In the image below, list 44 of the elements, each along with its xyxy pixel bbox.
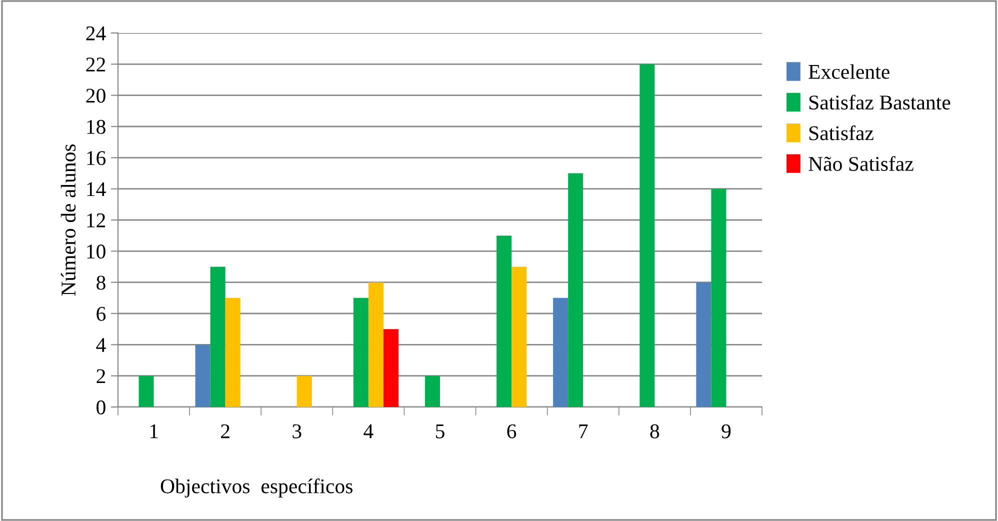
bar [640,64,655,407]
y-tick-label: 20 [86,88,106,103]
x-tick-label: 2 [221,424,230,438]
bar [711,188,726,407]
legend-label: Não Satisfaz [808,156,914,171]
legend-label: Satisfaz [809,125,874,140]
bar [512,266,527,407]
x-tick-label: 7 [579,424,588,438]
bar [424,376,440,407]
bar [553,298,568,407]
y-tick-label: 16 [87,151,106,166]
y-tick-label: 2 [96,369,106,384]
x-axis-title: Objectivos específicos [160,478,352,498]
y-tick-label: 12 [87,213,106,228]
x-tick-label: 1 [150,424,158,438]
y-tick-label: 14 [87,182,106,196]
y-tick-label: 18 [87,120,106,134]
y-tick-label: 4 [96,338,106,352]
bar [225,298,240,407]
bar [568,173,584,407]
bar [496,236,512,407]
x-tick-label: 8 [650,424,660,438]
y-tick-label: 10 [87,244,106,259]
bar [353,298,368,407]
y-tick-label: 24 [86,26,106,40]
y-tick-label: 8 [96,276,106,290]
x-tick-label: 9 [722,424,731,438]
legend-label: Satisfaz Bastante [809,94,950,110]
bar [696,282,712,407]
y-tick-label: 22 [86,58,106,72]
x-tick-label: 6 [507,424,516,438]
bar [138,376,154,407]
bar [368,282,384,407]
y-axis-title: Número de alunos [60,144,76,296]
bar [296,376,312,407]
legend-label: Excelente [808,64,890,79]
bar [383,329,398,407]
bar [195,344,210,407]
x-tick-label: 5 [436,424,444,438]
x-tick-label: 3 [292,424,302,438]
y-tick-label: 6 [96,306,106,321]
y-tick-label: 0 [96,400,106,414]
x-tick-label: 4 [364,424,374,438]
bar [210,266,226,407]
